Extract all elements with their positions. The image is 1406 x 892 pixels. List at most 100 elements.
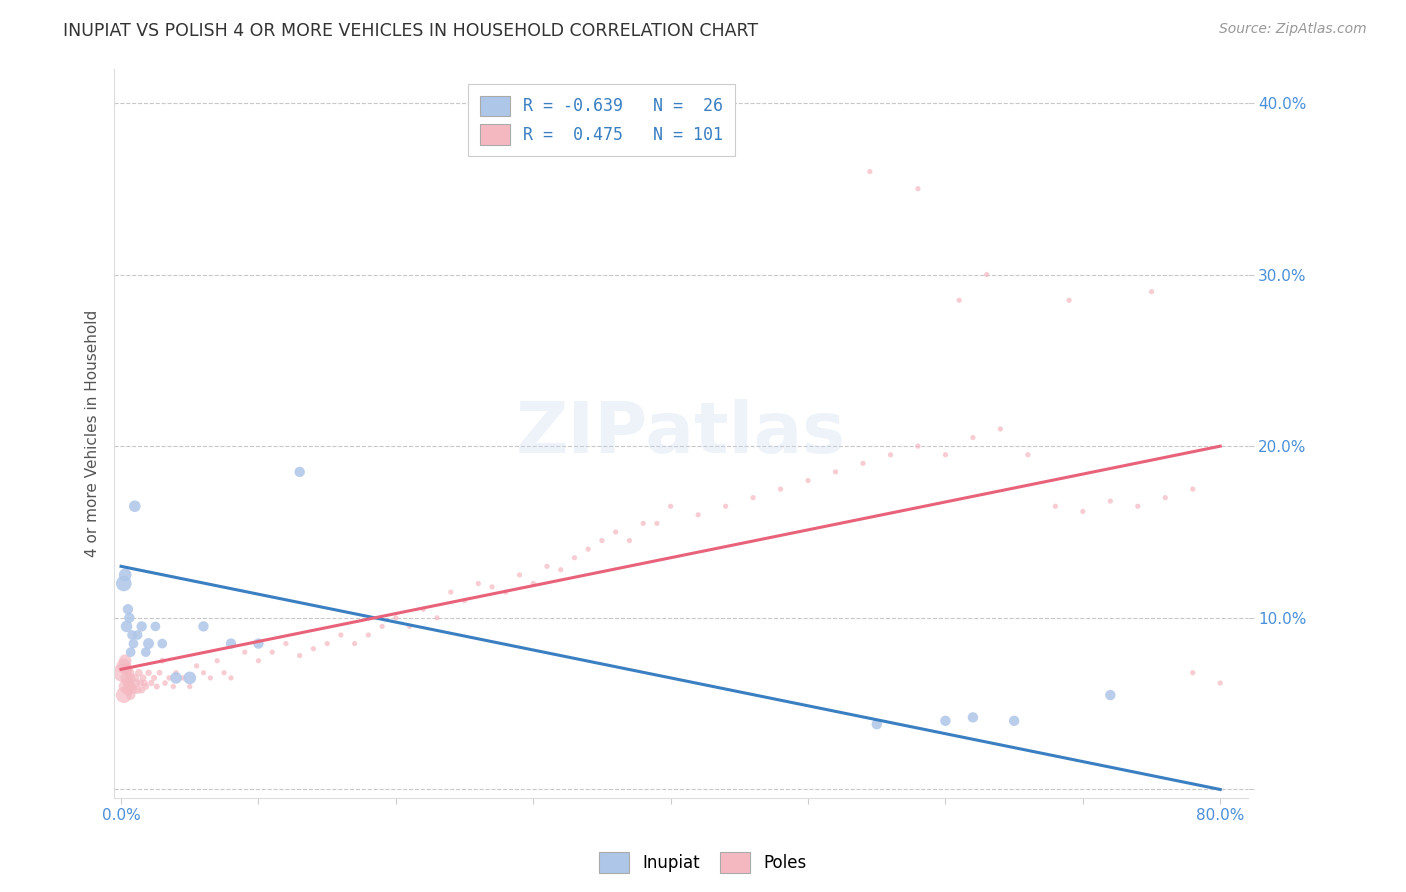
Point — [120, 671, 142, 685]
Point — [165, 665, 187, 680]
Point — [1045, 500, 1067, 514]
Point — [316, 636, 339, 650]
Point — [233, 645, 256, 659]
Point — [117, 682, 139, 697]
Point — [1017, 448, 1039, 462]
Point — [962, 710, 984, 724]
Point — [631, 516, 654, 531]
Point — [219, 636, 242, 650]
Point — [824, 465, 846, 479]
Point — [114, 568, 136, 582]
Point — [179, 680, 201, 694]
Point — [114, 680, 136, 694]
Point — [193, 619, 215, 633]
Point — [115, 619, 138, 633]
Point — [1099, 494, 1122, 508]
Point — [859, 164, 882, 178]
Point — [138, 636, 160, 650]
Point — [125, 676, 148, 690]
Point — [481, 580, 503, 594]
Point — [172, 671, 194, 685]
Point — [1140, 285, 1163, 299]
Point — [412, 602, 434, 616]
Point — [1057, 293, 1080, 308]
Point — [122, 682, 145, 697]
Point — [148, 665, 170, 680]
Point — [138, 665, 160, 680]
Point — [522, 576, 544, 591]
Point — [134, 676, 156, 690]
Point — [120, 645, 142, 659]
Point — [121, 680, 143, 694]
Point — [120, 688, 142, 702]
Point — [111, 665, 134, 680]
Point — [145, 619, 167, 633]
Point — [162, 680, 184, 694]
Point — [550, 563, 572, 577]
Point — [948, 293, 970, 308]
Point — [934, 714, 956, 728]
Point — [112, 688, 135, 702]
Legend: R = -0.639   N =  26, R =  0.475   N = 101: R = -0.639 N = 26, R = 0.475 N = 101 — [468, 84, 735, 156]
Point — [564, 550, 586, 565]
Point — [274, 636, 297, 650]
Point — [440, 585, 463, 599]
Point — [127, 682, 149, 697]
Point — [467, 576, 489, 591]
Point — [112, 576, 135, 591]
Point — [129, 676, 152, 690]
Point — [645, 516, 668, 531]
Point — [118, 665, 141, 680]
Point — [143, 671, 166, 685]
Point — [495, 585, 517, 599]
Point — [1154, 491, 1177, 505]
Point — [132, 671, 155, 685]
Point — [1099, 688, 1122, 702]
Point — [426, 611, 449, 625]
Text: Source: ZipAtlas.com: Source: ZipAtlas.com — [1219, 22, 1367, 37]
Point — [179, 671, 201, 685]
Point — [193, 665, 215, 680]
Point — [135, 645, 157, 659]
Point — [302, 641, 325, 656]
Point — [219, 671, 242, 685]
Point — [124, 500, 146, 514]
Point — [115, 662, 138, 676]
Point — [742, 491, 765, 505]
Point — [115, 671, 138, 685]
Point — [536, 559, 558, 574]
Point — [146, 680, 169, 694]
Point — [797, 474, 820, 488]
Point — [127, 628, 149, 642]
Point — [117, 602, 139, 616]
Point — [852, 456, 875, 470]
Point — [329, 628, 352, 642]
Point — [962, 431, 984, 445]
Point — [1181, 665, 1204, 680]
Point — [343, 636, 366, 650]
Point — [247, 636, 270, 650]
Point — [769, 482, 792, 496]
Point — [688, 508, 710, 522]
Point — [131, 682, 153, 697]
Legend: Inupiat, Poles: Inupiat, Poles — [592, 846, 814, 880]
Point — [117, 676, 139, 690]
Point — [124, 671, 146, 685]
Point — [114, 654, 136, 668]
Point — [112, 659, 135, 673]
Point — [385, 611, 408, 625]
Point — [262, 645, 284, 659]
Text: INUPIAT VS POLISH 4 OR MORE VEHICLES IN HOUSEHOLD CORRELATION CHART: INUPIAT VS POLISH 4 OR MORE VEHICLES IN … — [63, 22, 758, 40]
Point — [212, 665, 235, 680]
Point — [907, 439, 929, 453]
Point — [576, 542, 599, 557]
Text: ZIPatlas: ZIPatlas — [516, 399, 846, 467]
Point — [1071, 504, 1094, 518]
Point — [659, 500, 682, 514]
Point — [1181, 482, 1204, 496]
Point — [118, 611, 141, 625]
Point — [371, 619, 394, 633]
Point — [508, 568, 530, 582]
Point — [976, 268, 998, 282]
Point — [714, 500, 737, 514]
